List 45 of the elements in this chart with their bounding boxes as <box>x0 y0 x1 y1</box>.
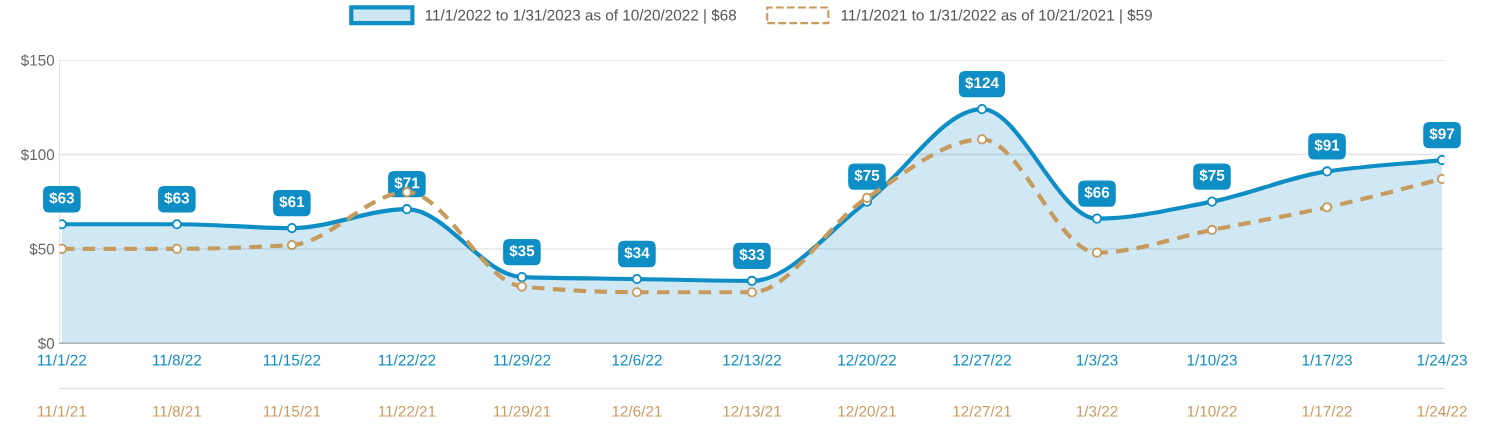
text: 12/27/21 <box>953 405 1011 417</box>
data-label: $61 <box>279 195 305 209</box>
x-tick-label: 12/6/22 <box>612 354 662 366</box>
text: 12/6/21 <box>612 405 662 417</box>
x-tick-label: 12/20/22 <box>838 354 896 366</box>
x-tick-label: 12/27/22 <box>953 354 1011 366</box>
x-tick-label: 12/13/22 <box>723 354 781 366</box>
x-tick-label: 11/15/22 <box>263 354 321 366</box>
y-tick-label: $50 <box>29 243 55 256</box>
y-tick-label: $100 <box>20 148 55 162</box>
text: 11/22/21 <box>378 405 436 417</box>
data-label: $63 <box>164 191 190 205</box>
text: 1/24/22 <box>1417 405 1467 417</box>
y-tick-label: $150 <box>20 54 55 67</box>
text: 1/3/22 <box>1076 405 1118 417</box>
y-tick-label: $0 <box>37 337 55 350</box>
text: 12/20/21 <box>838 405 896 417</box>
text: 1/10/22 <box>1187 405 1237 417</box>
data-label: $66 <box>1084 186 1110 199</box>
data-label: $91 <box>1314 139 1340 152</box>
data-label: $71 <box>394 176 420 190</box>
text: 1/17/22 <box>1302 405 1352 417</box>
text: 11/1/21 <box>38 405 87 417</box>
data-label: $124 <box>965 76 999 90</box>
data-label: $34 <box>624 246 650 260</box>
text: 11/8/21 <box>153 405 202 417</box>
x-tick-label: 11/1/22 <box>38 354 87 366</box>
x-tick-label: 1/17/23 <box>1302 354 1352 366</box>
text: 11/29/21 <box>493 405 551 417</box>
data-label: $75 <box>854 169 880 182</box>
legend-label: 11/1/2021 to 1/31/2022 as of 10/21/2021 | $59 <box>841 9 1152 24</box>
x-tick-label: 1/24/23 <box>1417 354 1467 366</box>
x-tick-label: 11/8/22 <box>153 354 202 366</box>
x-tick-label: 1/10/23 <box>1187 354 1237 366</box>
data-label: $75 <box>1199 169 1225 182</box>
data-label: $33 <box>739 248 765 261</box>
x-tick-label: 1/3/23 <box>1076 354 1118 366</box>
data-label: $63 <box>49 191 75 205</box>
data-label: $97 <box>1429 127 1455 141</box>
x-tick-label: 11/29/22 <box>493 354 551 366</box>
data-label: $35 <box>509 244 535 258</box>
x-tick-label: 11/22/22 <box>378 354 436 366</box>
legend-label: 11/1/2022 to 1/31/2023 as of 10/20/2022 | $68 <box>425 9 737 24</box>
text: 11/15/21 <box>263 405 321 417</box>
text: 12/13/21 <box>723 405 781 417</box>
